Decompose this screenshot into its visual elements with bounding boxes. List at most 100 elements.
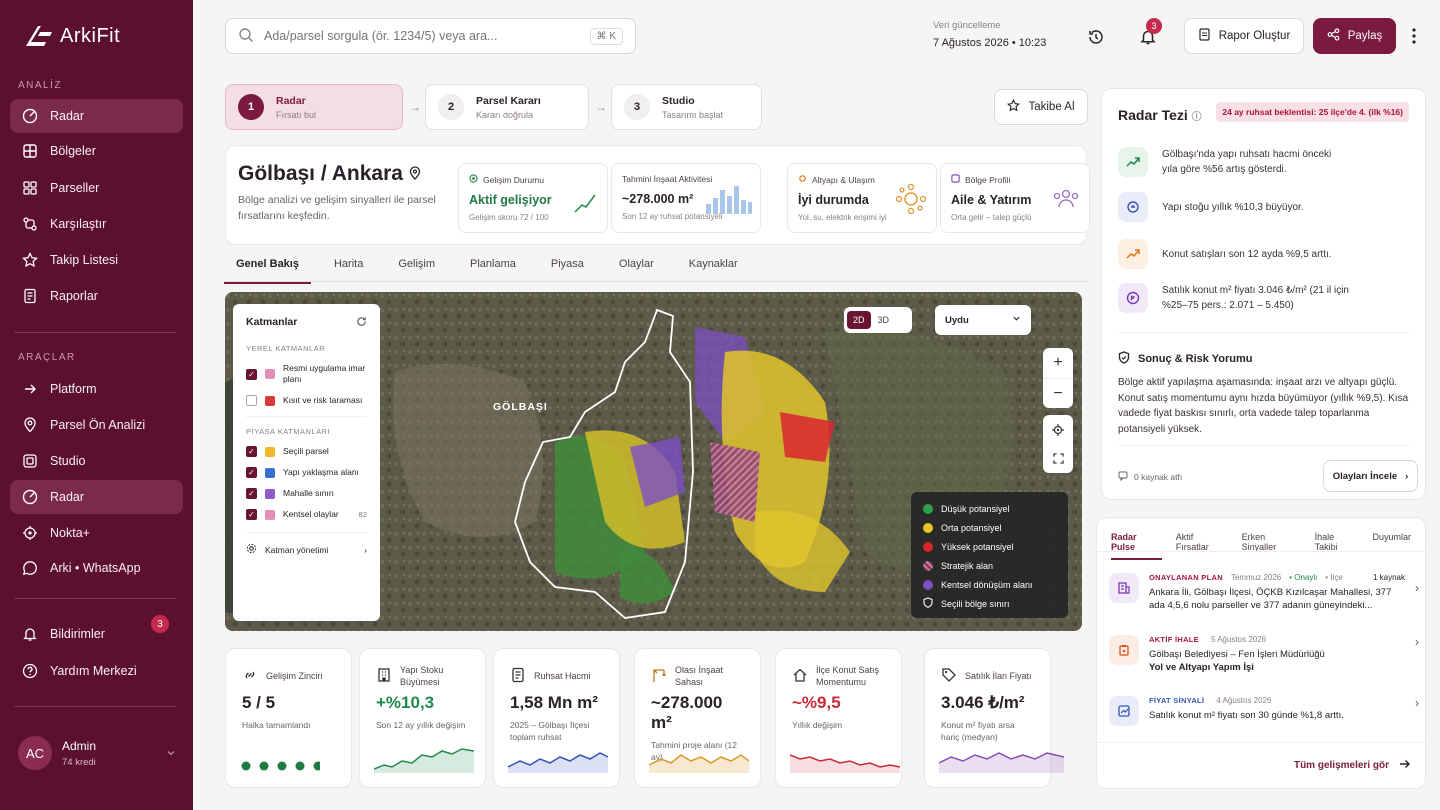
divider: [1118, 332, 1409, 333]
user-profile[interactable]: AC Admin 74 kredi: [18, 736, 96, 770]
list-item[interactable]: ONAYLANAN PLAN Temmuz 2026 • Onaylı • İlçe 1…: [1109, 573, 1419, 612]
more-vertical-icon[interactable]: [1400, 22, 1428, 50]
tab-planning[interactable]: Planlama: [470, 258, 516, 270]
checkbox-checked[interactable]: ✓: [246, 368, 257, 380]
map-view[interactable]: GÖLBAŞI Katmanlar YEREL KATMANLAR ✓ Resmi…: [225, 292, 1082, 631]
stat-card-foot: Orta gelir – talep güçlü: [951, 213, 1032, 222]
tab-development[interactable]: Gelişim: [398, 258, 435, 270]
home-icon: [792, 667, 808, 686]
layer-label: Yapı yaklaşma alanı: [283, 467, 359, 477]
create-report-button[interactable]: Rapor Oluştur: [1184, 18, 1304, 54]
checkbox-unchecked[interactable]: [246, 395, 257, 406]
kpi-head: Satılık İlan Fiyatı: [965, 671, 1032, 681]
tab-early-signals[interactable]: Erken Sinyaller: [1241, 532, 1277, 552]
refresh-icon[interactable]: [356, 316, 367, 330]
step-number: 2: [438, 94, 464, 120]
sidebar-item-watchlist[interactable]: Takip Listesi: [10, 243, 183, 277]
star-icon: [22, 252, 38, 268]
sidebar-item-platform[interactable]: Platform: [10, 372, 183, 406]
checkbox-checked[interactable]: ✓: [246, 467, 257, 478]
list-item[interactable]: FİYAT SİNYALİ 4 Ağustos 2026 Satılık konu…: [1109, 696, 1419, 726]
layer-row[interactable]: ✓ Yapı yaklaşma alanı: [246, 467, 367, 478]
sidebar-item-regions[interactable]: Bölgeler: [10, 134, 183, 168]
sidebar-item-whatsapp[interactable]: Arki • WhatsApp: [10, 551, 183, 585]
view-events-label: Olayları İncele: [1332, 470, 1398, 482]
event-sources: 1 kaynak: [1372, 573, 1405, 582]
zoom-out-icon[interactable]: −: [1043, 378, 1073, 408]
network-icon: [896, 184, 926, 214]
view-3d-button[interactable]: 3D: [877, 315, 890, 325]
view-events-button[interactable]: Olayları İncele ›: [1323, 460, 1418, 492]
sidebar-item-label: Bölgeler: [50, 144, 96, 158]
follow-button[interactable]: Takibe Al: [994, 89, 1088, 125]
thesis-title: Radar Tezi ⓘ: [1118, 107, 1202, 123]
sidebar-item-nokta[interactable]: Nokta+: [10, 516, 183, 550]
see-all-link[interactable]: Tüm gelişmeleri gör: [1294, 758, 1411, 773]
tab-overview[interactable]: Genel Bakış: [224, 258, 311, 284]
section-tools: ARAÇLAR: [18, 352, 76, 363]
fullscreen-icon[interactable]: [1043, 444, 1073, 473]
layers-divider: [246, 532, 367, 533]
update-label: Veri güncelleme: [933, 20, 1001, 31]
share-button[interactable]: Paylaş: [1313, 18, 1396, 54]
sidebar-item-radar[interactable]: Radar: [10, 99, 183, 133]
brand-logo[interactable]: ArkiFit: [24, 24, 120, 48]
tab-tender-tracking[interactable]: İhale Takibi: [1314, 532, 1338, 552]
step-studio[interactable]: 3 Studio Tasarımı başlat: [611, 84, 762, 130]
history-icon[interactable]: [1082, 23, 1110, 51]
sidebar-item-compare[interactable]: Karşılaştır: [10, 207, 183, 241]
document-icon: [510, 667, 526, 686]
region-title: Gölbaşı / Ankara: [238, 162, 403, 185]
layer-row[interactable]: ✓ Mahalle sınırı: [246, 488, 367, 499]
view-2d-button[interactable]: 2D: [847, 311, 871, 329]
locate-icon[interactable]: [1043, 415, 1073, 444]
tab-events[interactable]: Olaylar: [618, 258, 654, 270]
step-title: Studio: [662, 94, 695, 107]
list-item[interactable]: AKTİF İHALE 5 Ağustos 2026 Gölbaşı Beledi…: [1109, 635, 1419, 674]
tabs-divider: [1097, 551, 1425, 552]
step-parcel-decision[interactable]: 2 Parsel Kararı Kararı doğrula: [425, 84, 589, 130]
step-radar[interactable]: 1 Radar Fırsatı bul: [225, 84, 403, 130]
event-scope: • İlçe: [1325, 573, 1343, 582]
tab-map[interactable]: Harita: [333, 258, 364, 270]
layer-row[interactable]: ✓ Resmi uygulama imar planı: [246, 363, 367, 385]
sidebar-item-radar-tool[interactable]: Radar: [10, 480, 183, 514]
sidebar-item-label: Takip Listesi: [50, 253, 119, 267]
layer-management-link[interactable]: Katman yönetimi ›: [246, 543, 367, 557]
chevron-right-icon: ›: [364, 544, 367, 555]
chevron-right-icon: ›: [1415, 696, 1419, 710]
bell-icon: [22, 626, 38, 642]
checkbox-checked[interactable]: ✓: [246, 446, 257, 457]
sidebar-item-notifications[interactable]: Bildirimler: [10, 617, 183, 651]
chevron-down-icon[interactable]: [166, 747, 176, 761]
layer-row[interactable]: ✓ Kentsel olaylar 82: [246, 509, 367, 520]
info-icon[interactable]: ⓘ: [1191, 112, 1202, 123]
sidebar-item-parcels[interactable]: Parseller: [10, 171, 183, 205]
search-bar[interactable]: ⌘ K: [225, 18, 636, 54]
legend-item: Yüksek potansiyel: [923, 537, 1056, 556]
tab-rumors[interactable]: Duyumlar: [1372, 532, 1411, 542]
sidebar-item-label: Bildirimler: [50, 627, 105, 641]
user-credits: 74 kredi: [62, 756, 96, 768]
stat-card-value: Aile & Yatırım: [951, 193, 1032, 207]
checkbox-checked[interactable]: ✓: [246, 509, 257, 520]
sidebar-item-help[interactable]: Yardım Merkezi: [10, 654, 183, 688]
search-input[interactable]: [264, 29, 580, 43]
sidebar-divider: [14, 598, 176, 599]
sidebar-item-parcel-analysis[interactable]: Parsel Ön Analizi: [10, 408, 183, 442]
sidebar-item-reports[interactable]: Raporlar: [10, 279, 183, 313]
tab-sources[interactable]: Kaynaklar: [688, 258, 738, 270]
layer-row[interactable]: ✓ Seçili parsel: [246, 446, 367, 457]
basemap-select[interactable]: Uydu: [935, 305, 1031, 335]
chain-dots: [241, 761, 320, 771]
layer-row[interactable]: Kısıt ve risk taraması: [246, 395, 367, 406]
tab-market[interactable]: Piyasa: [550, 258, 584, 270]
zoom-in-icon[interactable]: +: [1053, 354, 1063, 371]
step-subtitle: Kararı doğrula: [476, 109, 534, 120]
checkbox-checked[interactable]: ✓: [246, 488, 257, 499]
kpi-value: ~%9,5: [792, 693, 841, 712]
price-icon: [1118, 283, 1148, 313]
tab-active-opportunities[interactable]: Aktif Fırsatlar: [1175, 532, 1209, 552]
tab-radar-pulse[interactable]: Radar Pulse: [1111, 532, 1162, 560]
sidebar-item-studio[interactable]: Studio: [10, 444, 183, 478]
